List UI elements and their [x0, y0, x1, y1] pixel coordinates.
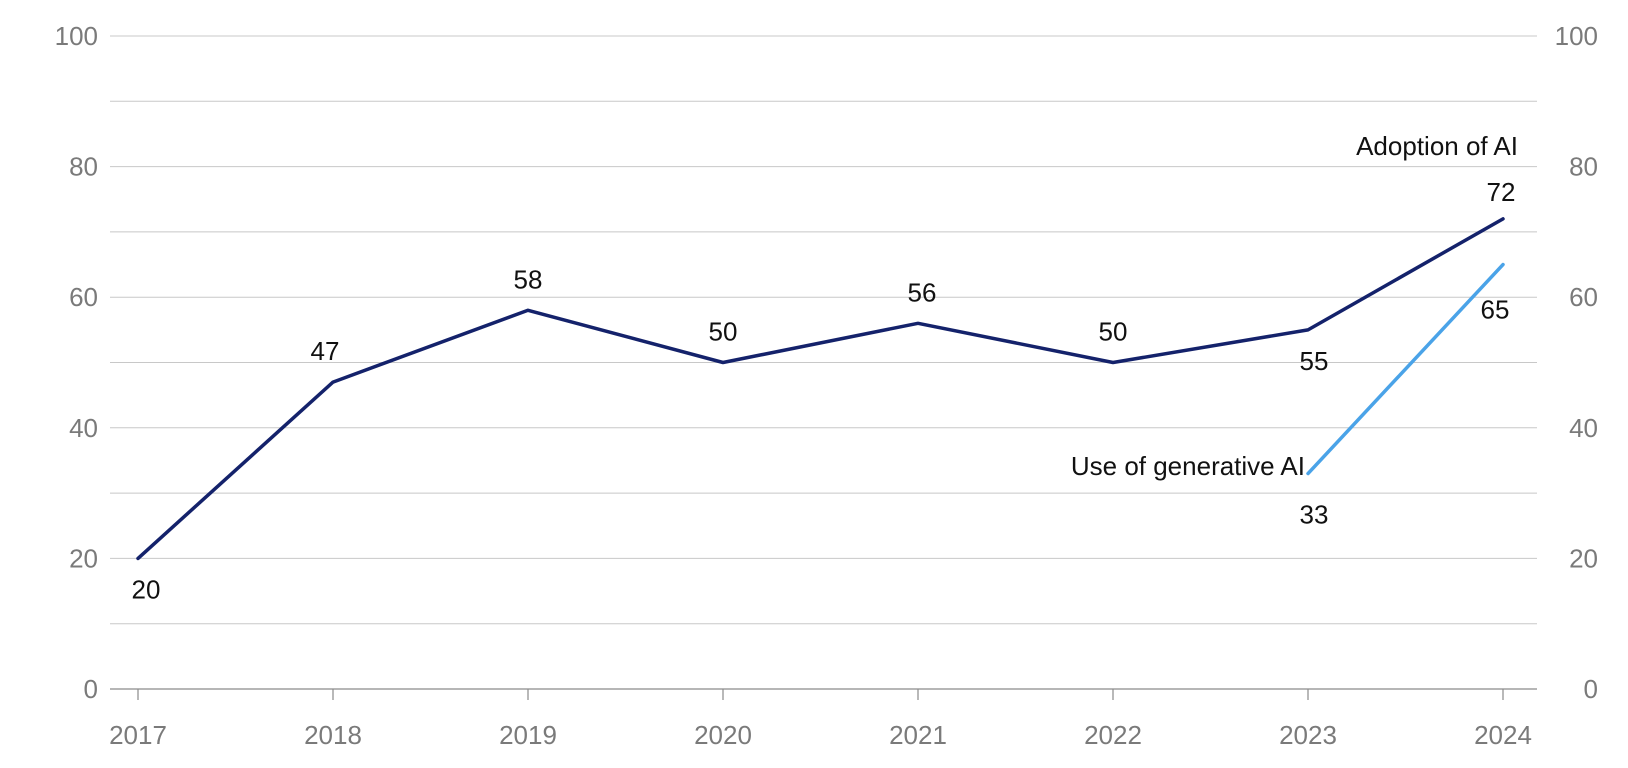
data-label: 58	[514, 264, 543, 294]
y-tick-label-left: 0	[84, 674, 98, 704]
y-tick-label-left: 60	[69, 282, 98, 312]
data-label: 33	[1300, 500, 1329, 530]
x-tick-label: 2024	[1474, 720, 1532, 750]
series-line-1	[1306, 262, 1505, 476]
y-tick-label-right: 40	[1569, 413, 1598, 443]
x-tick-label: 2017	[109, 720, 167, 750]
data-label: 72	[1487, 177, 1516, 207]
data-label: 65	[1481, 295, 1510, 325]
y-tick-label-right: 60	[1569, 282, 1598, 312]
x-tick-label: 2023	[1279, 720, 1337, 750]
x-tick-label: 2019	[499, 720, 557, 750]
series-name-label: Use of generative AI	[1071, 451, 1305, 481]
y-tick-label-right: 20	[1569, 543, 1598, 573]
y-tick-label-left: 100	[55, 21, 98, 51]
series-line-0	[136, 217, 1505, 561]
x-tick-label: 2020	[694, 720, 752, 750]
data-label: 50	[709, 317, 738, 347]
y-tick-label-left: 40	[69, 413, 98, 443]
data-label: 47	[311, 336, 340, 366]
y-tick-label-right: 100	[1555, 21, 1598, 51]
x-tick-label: 2022	[1084, 720, 1142, 750]
y-tick-label-right: 80	[1569, 152, 1598, 182]
x-tick-label: 2018	[304, 720, 362, 750]
data-label: 50	[1099, 317, 1128, 347]
y-tick-label-right: 0	[1584, 674, 1598, 704]
series-name-label: Adoption of AI	[1356, 131, 1518, 161]
data-label: 20	[132, 574, 161, 604]
y-tick-label-left: 80	[69, 152, 98, 182]
x-tick-label: 2021	[889, 720, 947, 750]
data-label: 56	[908, 277, 937, 307]
y-tick-label-left: 20	[69, 543, 98, 573]
data-label: 55	[1300, 346, 1329, 376]
